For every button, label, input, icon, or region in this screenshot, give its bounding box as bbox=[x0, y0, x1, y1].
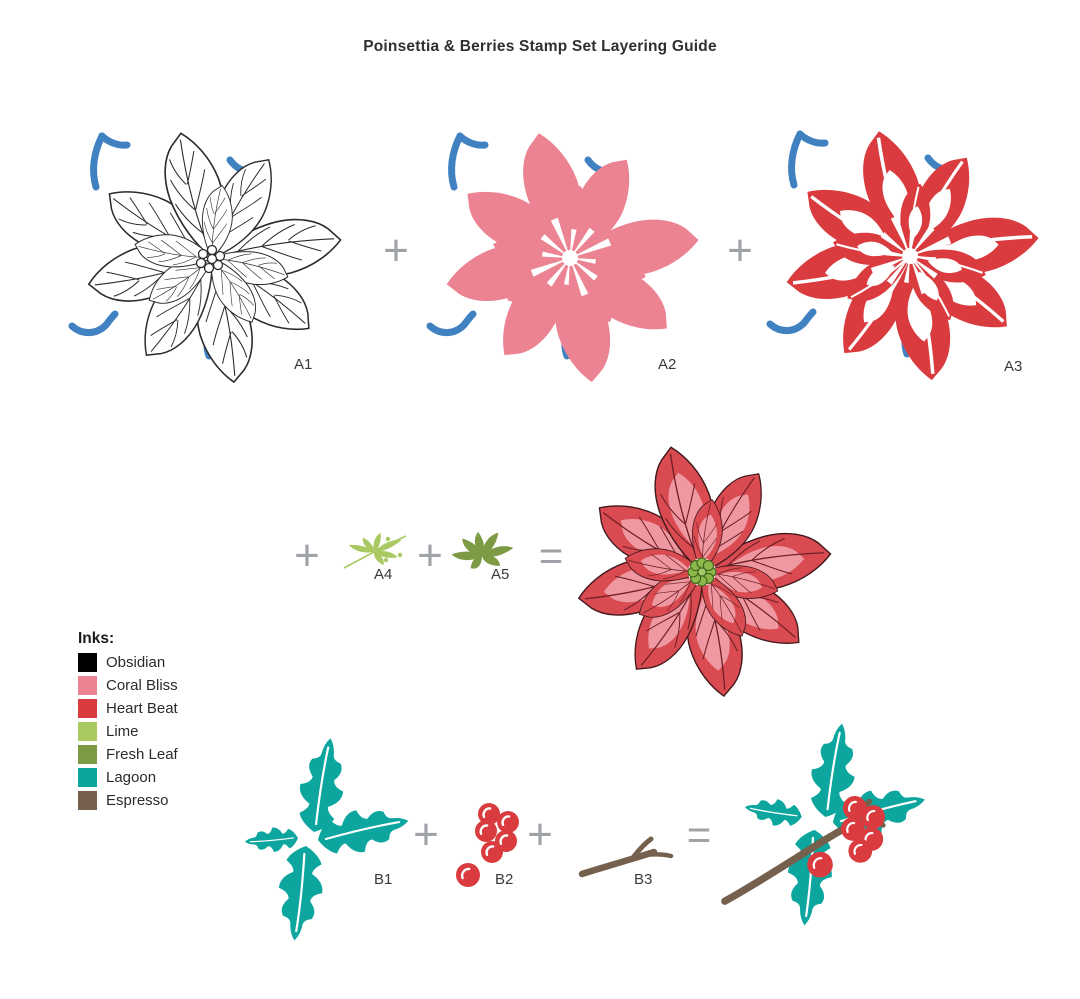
plus-operator-b2-b3: + bbox=[527, 810, 553, 859]
plus-operator-a1-a2: + bbox=[383, 226, 409, 275]
stamp-label-a4: A4 bbox=[374, 566, 393, 583]
stamp-a4-lime-sprig-layer bbox=[330, 522, 415, 582]
ink-name-lime: Lime bbox=[106, 723, 139, 740]
final-layered-holly-art bbox=[712, 720, 950, 952]
ink-name-fresh-leaf: Fresh Leaf bbox=[106, 746, 178, 763]
plus-operator-a2-a3: + bbox=[727, 226, 753, 275]
ink-swatch-heart-beat bbox=[78, 699, 97, 718]
stamp-a2-coral-bliss-layer bbox=[420, 108, 720, 413]
equals-operator-poinsettia: = bbox=[538, 532, 564, 579]
inks-legend-heading: Inks: bbox=[78, 630, 115, 647]
ink-name-coral-bliss: Coral Bliss bbox=[106, 677, 178, 694]
stamp-b2-berries bbox=[452, 800, 522, 895]
page-title: Poinsettia & Berries Stamp Set Layering … bbox=[363, 38, 717, 55]
stamp-label-a1: A1 bbox=[294, 356, 313, 373]
ink-swatch-coral-bliss bbox=[78, 676, 97, 695]
ink-row-lagoon: Lagoon bbox=[78, 768, 178, 787]
ink-swatch-lime bbox=[78, 722, 97, 741]
ink-name-heart-beat: Heart Beat bbox=[106, 700, 178, 717]
ink-swatch-lagoon bbox=[78, 768, 97, 787]
stamp-label-b2: B2 bbox=[495, 871, 514, 888]
stamp-b1-lagoon-holly-leaves bbox=[228, 736, 413, 946]
final-layered-poinsettia-art bbox=[552, 422, 852, 727]
ink-row-fresh-leaf: Fresh Leaf bbox=[78, 745, 178, 764]
ink-name-espresso: Espresso bbox=[106, 792, 169, 809]
ink-swatch-espresso bbox=[78, 791, 97, 810]
stamp-a3-heart-beat-layer bbox=[760, 106, 1060, 411]
ink-swatch-fresh-leaf bbox=[78, 745, 97, 764]
ink-row-coral-bliss: Coral Bliss bbox=[78, 676, 178, 695]
plus-operator-b1-b2: + bbox=[413, 810, 439, 859]
stamp-b3-espresso-branch bbox=[576, 824, 676, 887]
stamp-a1-line-art-poinsettia bbox=[62, 108, 362, 413]
stamp-label-a2: A2 bbox=[658, 356, 677, 373]
stamp-label-a3: A3 bbox=[1004, 358, 1023, 375]
plus-operator-a4-a5: + bbox=[417, 531, 443, 580]
ink-name-obsidian: Obsidian bbox=[106, 654, 166, 671]
stamp-label-a5: A5 bbox=[491, 566, 510, 583]
ink-row-heart-beat: Heart Beat bbox=[78, 699, 178, 718]
ink-swatch-obsidian bbox=[78, 653, 97, 672]
equals-operator-holly: = bbox=[686, 811, 712, 858]
ink-row-obsidian: Obsidian bbox=[78, 653, 178, 672]
ink-row-lime: Lime bbox=[78, 722, 178, 741]
inks-legend: Inks: Obsidian Coral Bliss Heart Beat Li… bbox=[78, 630, 178, 814]
stamp-label-b1: B1 bbox=[374, 871, 393, 888]
ink-row-espresso: Espresso bbox=[78, 791, 178, 810]
stamp-a5-fresh-leaf-layer bbox=[448, 528, 520, 583]
stamp-label-b3: B3 bbox=[634, 871, 653, 888]
ink-name-lagoon: Lagoon bbox=[106, 769, 157, 786]
plus-operator-a3-a4: + bbox=[294, 531, 320, 580]
